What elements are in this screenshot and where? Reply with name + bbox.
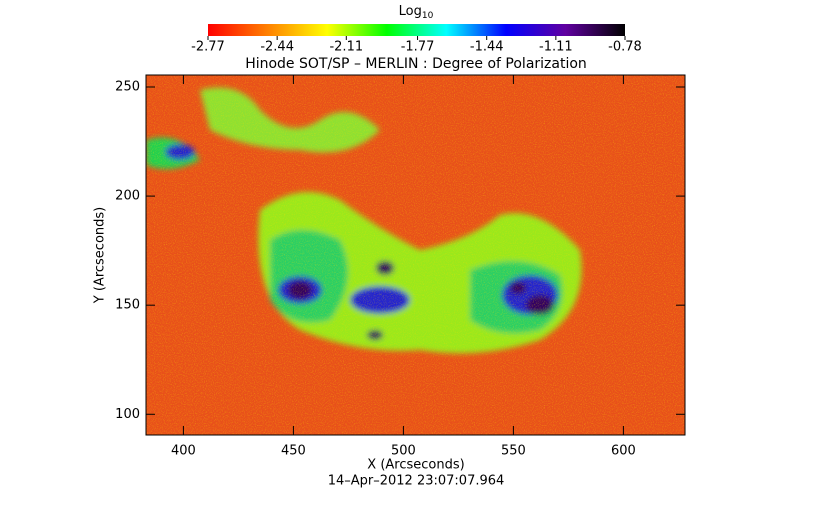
colorbar-tick-label: -0.78 <box>608 40 642 55</box>
x-tick-label: 600 <box>611 444 636 459</box>
y-axis-label: Y (Arcseconds) <box>93 207 108 304</box>
colorbar-tick-label: -1.11 <box>539 40 573 55</box>
colorbar <box>208 24 625 36</box>
x-tick-label: 500 <box>391 444 416 459</box>
colorbar-tick-label: -2.77 <box>191 40 225 55</box>
x-tick-label: 550 <box>501 444 526 459</box>
colorbar-tick-label: -2.44 <box>260 40 294 55</box>
y-tick-label: 250 <box>115 80 140 95</box>
chart-title: Hinode SOT/SP – MERLIN : Degree of Polar… <box>245 56 587 72</box>
date-label: 14–Apr–2012 23:07:07.964 <box>328 474 505 489</box>
colorbar-tick-label: -1.44 <box>470 40 504 55</box>
x-axis-label: X (Arcseconds) <box>367 458 464 473</box>
x-tick-label: 450 <box>281 444 306 459</box>
x-tick-label: 400 <box>171 444 196 459</box>
colorbar-tick-label: -2.11 <box>329 40 363 55</box>
plot-frame <box>145 74 686 436</box>
colorbar-label-subscript: 10 <box>422 11 434 21</box>
y-tick-label: 100 <box>115 407 140 422</box>
y-tick-label: 150 <box>115 298 140 313</box>
colorbar-label-base: Log <box>399 4 422 19</box>
image-texture <box>146 75 685 435</box>
y-tick-label: 200 <box>115 189 140 204</box>
colorbar-label: Log10 <box>399 4 434 21</box>
image <box>146 75 685 435</box>
colorbar-tick-label: -1.77 <box>401 40 435 55</box>
